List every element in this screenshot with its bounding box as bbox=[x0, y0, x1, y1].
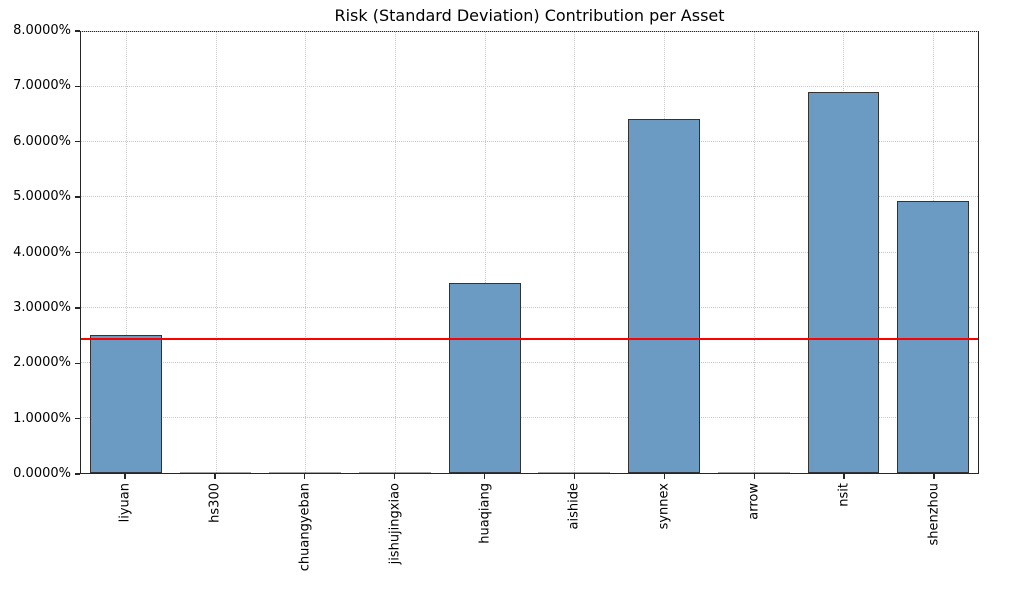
y-tick-label: 1.0000% bbox=[13, 410, 71, 426]
horizontal-gridline bbox=[81, 141, 978, 143]
horizontal-gridline bbox=[81, 196, 978, 198]
x-tick-label-hs300: hs300 bbox=[207, 483, 222, 527]
x-tick-mark bbox=[124, 474, 126, 479]
y-tick-mark bbox=[75, 30, 80, 32]
bar-chuangyeban bbox=[269, 472, 342, 473]
vertical-gridline bbox=[574, 32, 576, 473]
y-tick-label: 6.0000% bbox=[13, 133, 71, 149]
vertical-gridline bbox=[125, 32, 127, 473]
bar-synnex bbox=[628, 118, 700, 473]
x-tick-label-text: arrow bbox=[746, 483, 762, 520]
vertical-gridline bbox=[305, 32, 307, 473]
x-tick-mark bbox=[304, 474, 306, 479]
x-tick-label-shenzhou: shenzhou bbox=[927, 483, 942, 550]
x-tick-mark bbox=[393, 474, 396, 479]
x-tick-label-text: liyuan bbox=[117, 483, 133, 523]
x-tick-label-arrow: arrow bbox=[747, 483, 762, 524]
y-tick-mark bbox=[75, 141, 80, 143]
x-tick-label-liyuan: liyuan bbox=[117, 483, 132, 526]
y-tick-mark bbox=[75, 307, 80, 309]
mean-reference-line bbox=[81, 337, 978, 340]
horizontal-gridline bbox=[81, 416, 978, 418]
vertical-gridline bbox=[215, 32, 217, 473]
vertical-gridline bbox=[484, 32, 486, 473]
horizontal-gridline bbox=[81, 251, 978, 253]
y-tick-label: 0.0000% bbox=[13, 466, 71, 481]
bar-jishujingxiao bbox=[359, 472, 431, 473]
y-tick-label: 8.0000% bbox=[13, 23, 71, 38]
y-tick-label: 2.0000% bbox=[13, 355, 71, 371]
bar-huaqiang bbox=[448, 283, 521, 473]
x-tick-mark bbox=[573, 474, 576, 479]
y-tick-mark bbox=[75, 417, 80, 420]
bar-shenzhou bbox=[897, 200, 970, 473]
y-tick-mark bbox=[75, 196, 80, 198]
x-tick-label-jishujingxiao: jishujingxiao bbox=[387, 483, 402, 568]
x-tick-label-text: synnex bbox=[656, 483, 672, 530]
horizontal-gridline bbox=[81, 86, 978, 88]
x-tick-label-text: aishide bbox=[566, 483, 582, 530]
horizontal-gridline bbox=[81, 31, 978, 32]
x-tick-label-synnex: synnex bbox=[657, 483, 672, 533]
x-tick-mark bbox=[843, 474, 845, 479]
chart-title: Risk (Standard Deviation) Contribution p… bbox=[334, 6, 725, 25]
x-tick-label-nsit: nsit bbox=[837, 483, 852, 511]
bar-liyuan bbox=[89, 335, 162, 473]
horizontal-gridline bbox=[81, 306, 978, 308]
x-tick-label-aishide: aishide bbox=[567, 483, 582, 533]
bar-aishide bbox=[538, 472, 611, 473]
x-tick-label-text: hs300 bbox=[207, 483, 223, 523]
y-tick-mark bbox=[75, 473, 80, 475]
y-tick-label: 7.0000% bbox=[13, 78, 71, 94]
x-tick-mark bbox=[663, 474, 666, 479]
x-tick-mark bbox=[753, 474, 755, 479]
x-tick-label-text: nsit bbox=[836, 483, 852, 507]
bar-hs300 bbox=[179, 472, 252, 473]
horizontal-gridline bbox=[81, 361, 978, 363]
y-tick-mark bbox=[75, 251, 80, 254]
x-tick-label-text: chuangyeban bbox=[297, 483, 313, 572]
x-tick-label-huaqiang: huaqiang bbox=[477, 483, 492, 548]
x-tick-mark bbox=[214, 474, 216, 479]
x-tick-label-text: jishujingxiao bbox=[387, 483, 403, 565]
y-tick-mark bbox=[75, 85, 80, 88]
vertical-gridline bbox=[753, 32, 755, 473]
x-tick-label-text: shenzhou bbox=[926, 483, 942, 546]
y-tick-label: 5.0000% bbox=[13, 189, 71, 205]
plot-area bbox=[80, 31, 979, 474]
y-tick-label: 3.0000% bbox=[13, 299, 71, 315]
y-tick-mark bbox=[75, 362, 80, 364]
x-tick-mark bbox=[483, 474, 486, 479]
x-tick-label-chuangyeban: chuangyeban bbox=[297, 483, 312, 575]
bar-nsit bbox=[807, 91, 880, 473]
vertical-gridline bbox=[394, 32, 396, 473]
x-tick-label-text: huaqiang bbox=[477, 483, 493, 544]
bar-arrow bbox=[717, 472, 790, 473]
y-tick-label: 4.0000% bbox=[13, 244, 71, 260]
x-tick-mark bbox=[933, 474, 935, 479]
